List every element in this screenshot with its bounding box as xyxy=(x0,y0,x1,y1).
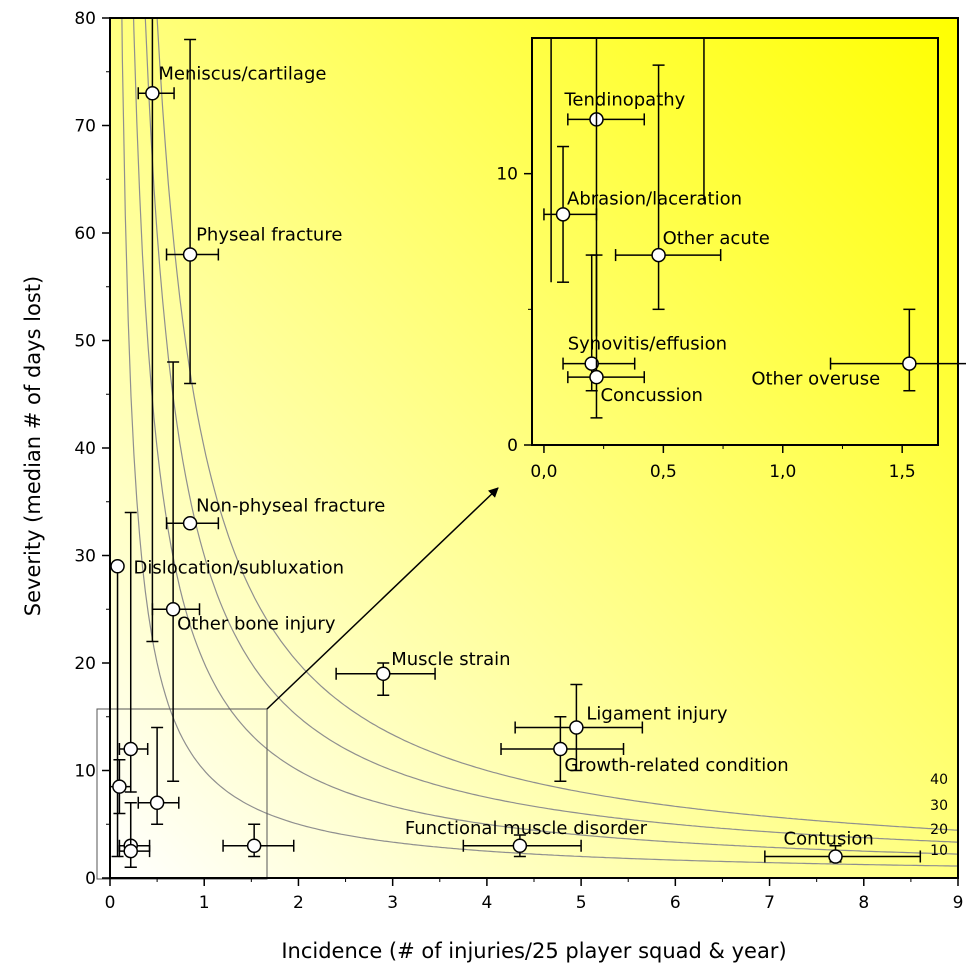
iso-burden-labels: 10 20 30 40 xyxy=(930,772,948,859)
main-point-4 xyxy=(165,602,181,617)
inset-x-tick-label-3: 1,5 xyxy=(889,462,916,482)
x-tick-label-3: 3 xyxy=(387,893,398,913)
x-tick-label-7: 7 xyxy=(764,893,775,913)
y-tick-label-6: 60 xyxy=(74,224,96,244)
y-tick-label-1: 10 xyxy=(74,762,96,782)
main-axes: 0 1 2 3 4 5 6 7 8 9 0 10 20 30 40 50 60 70 80 xyxy=(74,9,963,913)
x-tick-label-0: 0 xyxy=(105,893,116,913)
iso-curve-label-3: 40 xyxy=(930,772,948,788)
inset-y-tick-label-1: 10 xyxy=(496,165,518,185)
main-point-3 xyxy=(110,559,125,574)
inset-axes: 0,0 0,5 1,0 1,5 0 10 xyxy=(496,165,915,482)
inset-point-1 xyxy=(555,207,571,222)
main-point-6 xyxy=(569,720,584,735)
main-data-points: Meniscus/cartilage Physeal fracture Non-ph… xyxy=(109,17,922,868)
main-point-label-5: Muscle strain xyxy=(391,649,510,670)
main-point-15 xyxy=(246,838,262,853)
x-tick-label-1: 1 xyxy=(199,893,210,913)
main-point-7 xyxy=(553,741,568,757)
y-tick-label-7: 70 xyxy=(74,117,96,137)
inset-x-tick-label-0: 0,0 xyxy=(530,462,557,482)
inset-point-label-1: Abrasion/laceration xyxy=(567,188,742,209)
iso-curve-3 xyxy=(156,18,958,831)
y-tick-label-3: 30 xyxy=(74,547,96,567)
main-point-label-8: Functional muscle disorder xyxy=(405,818,648,839)
main-point-12 xyxy=(149,795,165,810)
main-point-label-3: Dislocation/subluxation xyxy=(134,557,345,578)
inset-point-2 xyxy=(651,247,666,263)
main-point-10 xyxy=(123,741,138,757)
main-point-2 xyxy=(182,516,198,531)
main-point-0 xyxy=(145,86,160,101)
main-point-label-0: Meniscus/cartilage xyxy=(158,63,326,84)
x-tick-label-9: 9 xyxy=(953,893,964,913)
inset-data-points: Tendinopathy Abrasion/laceration Other acu… xyxy=(543,38,966,419)
y-tick-label-4: 40 xyxy=(74,439,96,459)
iso-curve-0 xyxy=(121,18,958,867)
inset-point-label-3: Synovitis/effusion xyxy=(568,334,727,355)
inset-point-label-5: Other overuse xyxy=(751,369,880,390)
iso-burden-curves xyxy=(121,18,958,867)
inset-point-label-4: Concussion xyxy=(600,385,702,406)
iso-curve-label-1: 20 xyxy=(930,822,948,838)
inset-point-label-2: Other acute xyxy=(663,228,770,249)
main-point-11 xyxy=(112,779,127,794)
x-axis-title: Incidence (# of injuries/25 player squad… xyxy=(281,939,786,963)
inset-point-5 xyxy=(902,356,917,371)
main-point-label-9: Contusion xyxy=(784,829,874,850)
main-point-5 xyxy=(375,666,391,681)
x-tick-label-4: 4 xyxy=(481,893,492,913)
y-axis-title: Severity (median # of days lost) xyxy=(21,276,45,616)
inset-y-tick-label-0: 0 xyxy=(507,436,518,456)
x-tick-label-5: 5 xyxy=(576,893,587,913)
main-point-label-2: Non-physeal fracture xyxy=(196,495,385,516)
x-tick-label-6: 6 xyxy=(670,893,681,913)
main-point-label-1: Physeal fracture xyxy=(196,225,342,246)
main-point-label-4: Other bone injury xyxy=(177,613,336,634)
inset-point-3 xyxy=(584,356,599,371)
y-tick-label-2: 20 xyxy=(74,654,96,674)
inset-point-label-0: Tendinopathy xyxy=(563,89,685,110)
y-tick-label-0: 0 xyxy=(85,869,96,889)
main-point-9 xyxy=(828,849,843,864)
main-point-14 xyxy=(123,843,138,859)
inset-x-tick-label-2: 1,0 xyxy=(769,462,796,482)
y-tick-label-8: 80 xyxy=(74,9,96,29)
inset-frame xyxy=(531,37,939,446)
iso-curve-label-2: 30 xyxy=(930,798,948,814)
iso-curve-label-0: 10 xyxy=(930,843,948,859)
main-point-8 xyxy=(512,838,528,853)
inset-x-tick-label-1: 0,5 xyxy=(650,462,677,482)
inset-chart: Tendinopathy Abrasion/laceration Other acu… xyxy=(496,37,966,482)
main-point-label-7: Growth-related condition xyxy=(564,755,788,776)
zoom-arrow xyxy=(266,487,499,710)
main-point-1 xyxy=(182,247,198,262)
y-tick-label-5: 50 xyxy=(74,332,96,352)
iso-curve-2 xyxy=(144,18,958,843)
main-point-label-6: Ligament injury xyxy=(586,704,728,725)
x-tick-label-8: 8 xyxy=(858,893,869,913)
inset-point-4 xyxy=(589,369,604,385)
x-tick-label-2: 2 xyxy=(293,893,304,913)
